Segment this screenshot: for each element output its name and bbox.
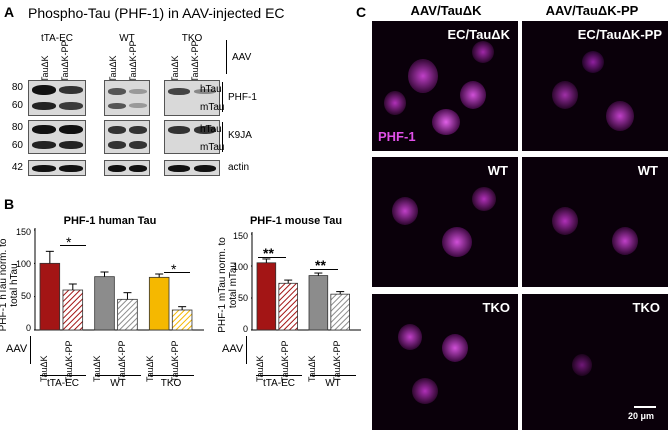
mw-42: 42	[11, 162, 23, 173]
chart1-ytick: 150	[15, 227, 31, 237]
band-label-mtau: mTau	[200, 102, 225, 113]
sig-bracket	[258, 257, 286, 258]
chart2-ytick: 50	[237, 293, 248, 303]
bar	[171, 309, 193, 331]
lane-label: TauΔK	[108, 55, 118, 82]
sig-mark: **	[315, 257, 326, 273]
panel-a-title: Phospho-Tau (PHF-1) in AAV-injected EC	[28, 5, 285, 21]
micrograph-ec-dkpp: EC/TauΔK-PP	[522, 21, 668, 151]
blot-actin-wt	[104, 160, 150, 176]
band-label-mtau: mTau	[200, 142, 225, 153]
chart1-aav-label: AAV	[6, 343, 28, 355]
phf1-bracket	[222, 82, 223, 112]
band-label-htau: hTau	[200, 84, 222, 95]
bar	[278, 282, 298, 331]
scale-bar	[634, 406, 656, 408]
col2-header: AAV/TauΔK-PP	[545, 3, 639, 18]
panel-a-letter: A	[4, 4, 15, 20]
micro-label: TKO	[482, 300, 510, 315]
group-label-wt: WT	[119, 33, 135, 44]
chart2-group-label: WT	[325, 378, 341, 389]
bar	[148, 276, 170, 331]
lane-label: TauΔK	[40, 55, 50, 82]
k9ja-bracket	[222, 122, 223, 152]
mw-80: 80	[11, 82, 23, 93]
panel-c-letter: C	[356, 4, 367, 20]
mw-60: 60	[11, 140, 23, 151]
micro-label: TKO	[632, 300, 660, 315]
aav-label: AAV	[232, 52, 252, 63]
chart2-aav-label: AAV	[222, 343, 244, 355]
micro-label: WT	[487, 163, 508, 178]
micro-stain-label: PHF-1	[378, 129, 416, 144]
chart2-group-label: tTA-EC	[262, 378, 296, 389]
sig-mark: *	[66, 234, 72, 250]
lane-label: TauΔK-PP	[190, 40, 200, 82]
aav-bracket	[226, 40, 227, 74]
panel-b-letter: B	[4, 196, 15, 212]
blot-phf1-tko	[164, 80, 220, 116]
chart1-aav-bracket	[30, 336, 31, 364]
micrograph-wt-dkpp: WT	[522, 157, 668, 287]
group-label-tko: TKO	[181, 33, 203, 44]
chart1-ytick: 100	[15, 259, 31, 269]
chart2-ytick: 150	[232, 231, 248, 241]
blot-k9ja-tta-ec	[28, 120, 86, 154]
bar	[330, 293, 350, 331]
chart1-title: PHF-1 human Tau	[63, 215, 157, 227]
blot-label-actin: actin	[228, 162, 250, 173]
bar	[94, 276, 115, 331]
micro-label: EC/TauΔK-PP	[577, 27, 662, 42]
chart1-group-label: TKO	[160, 378, 182, 389]
sig-bracket	[60, 245, 86, 246]
chart2-group-line	[310, 375, 356, 376]
blot-label-k9ja: K9JA	[228, 130, 252, 141]
chart2-aav-bracket	[246, 336, 247, 364]
col1-header: AAV/TauΔK	[410, 3, 482, 18]
sig-mark: **	[263, 245, 274, 261]
micrograph-ec-dk: EC/TauΔK PHF-1	[372, 21, 518, 151]
chart2-ytick: 0	[242, 324, 248, 334]
scale-label: 20 μm	[628, 411, 655, 421]
micrograph-wt-dk: WT	[372, 157, 518, 287]
blot-actin-tko	[164, 160, 220, 176]
sig-mark: *	[171, 261, 177, 277]
lane-label: TauΔK-PP	[128, 40, 138, 82]
blot-label-phf1: PHF-1	[228, 92, 257, 103]
chart2-plot	[251, 232, 361, 331]
micrograph-tko-dk: TKO	[372, 294, 518, 430]
chart1-plot	[34, 228, 204, 331]
mw-80: 80	[11, 122, 23, 133]
blot-phf1-wt	[104, 80, 150, 116]
sig-bracket	[310, 269, 338, 270]
micro-label: EC/TauΔK	[447, 27, 510, 42]
lane-label: TauΔK-PP	[60, 40, 70, 82]
mw-60: 60	[11, 100, 23, 111]
bar	[256, 262, 277, 331]
chart1-group-label: tTA-EC	[46, 378, 80, 389]
chart2-group-line	[256, 375, 302, 376]
bar	[39, 262, 61, 331]
chart1-group-line	[95, 375, 141, 376]
micro-label: WT	[637, 163, 658, 178]
bar	[308, 275, 329, 331]
chart2-title: PHF-1 mouse Tau	[249, 215, 343, 227]
band-label-htau: hTau	[200, 124, 222, 135]
blot-actin-tta-ec	[28, 160, 86, 176]
blot-k9ja-wt	[104, 120, 150, 154]
chart1-ytick: 0	[25, 323, 31, 333]
chart1-ytick: 50	[20, 291, 31, 301]
bar	[117, 298, 138, 331]
blot-phf1-tta-ec	[28, 80, 86, 116]
chart2-ytick: 100	[232, 262, 248, 272]
group-label-tta-ec: tTA-EC	[40, 33, 74, 44]
micrograph-tko-dkpp: TKO 20 μm	[522, 294, 668, 430]
blot-k9ja-tko	[164, 120, 220, 154]
lane-label: TauΔK	[170, 55, 180, 82]
chart1-group-line	[40, 375, 86, 376]
chart1-group-label: WT	[110, 378, 126, 389]
sig-bracket	[164, 272, 190, 273]
chart1-group-line	[148, 375, 194, 376]
bar	[62, 289, 84, 331]
